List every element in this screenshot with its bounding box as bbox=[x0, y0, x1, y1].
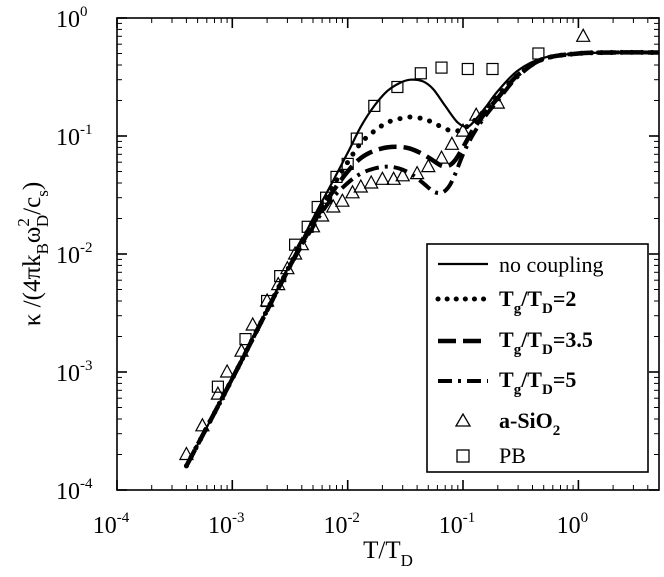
a-sio2-point bbox=[575, 28, 591, 42]
y-axis-title: κ /(4πkBω2D/cs) bbox=[14, 182, 52, 326]
pb-point bbox=[330, 170, 343, 183]
x-axis-title: T/TD bbox=[363, 537, 413, 570]
a-sio2-point bbox=[444, 136, 460, 150]
a-sio2-point bbox=[386, 171, 402, 185]
pb-point bbox=[274, 270, 287, 283]
pb-point bbox=[486, 62, 499, 76]
pb-point bbox=[368, 99, 381, 113]
legend-label-no-coupling: no coupling bbox=[499, 252, 604, 277]
markers-layer bbox=[178, 28, 591, 461]
a-sio2-point bbox=[270, 276, 286, 291]
legend-label-pb: PB bbox=[499, 443, 526, 468]
x-tick-label: 100 bbox=[557, 510, 589, 539]
pb-point bbox=[532, 47, 545, 60]
x-tick-label: 10-3 bbox=[208, 510, 245, 539]
pb-point bbox=[320, 191, 333, 204]
legend: no coupling Tg/TD=2 Tg/TD=3.5 Tg/TD=5 a-… bbox=[426, 243, 649, 473]
y-tick-label: 10-2 bbox=[56, 240, 93, 269]
a-sio2-point bbox=[279, 260, 295, 275]
a-sio2-point bbox=[287, 245, 303, 260]
a-sio2-point bbox=[233, 342, 250, 357]
legend-marker-pb bbox=[456, 449, 470, 463]
pb-point bbox=[391, 80, 404, 94]
a-sio2-point bbox=[334, 192, 350, 207]
pb-point bbox=[239, 333, 252, 346]
y-tick-label: 10-3 bbox=[56, 358, 93, 387]
a-sio2-point bbox=[178, 446, 194, 461]
a-sio2-point bbox=[353, 178, 369, 193]
a-sio2-point bbox=[219, 363, 235, 378]
a-sio2-point bbox=[245, 316, 261, 331]
a-sio2-point bbox=[374, 171, 390, 185]
a-sio2-point bbox=[210, 385, 226, 400]
x-tick-label: 10-4 bbox=[93, 510, 130, 539]
a-sio2-point bbox=[490, 94, 506, 109]
legend-label-a-sio2: a-SiO2 bbox=[499, 408, 560, 439]
a-sio2-point bbox=[433, 149, 450, 164]
legend-marker-a-sio2 bbox=[454, 412, 472, 427]
pb-point bbox=[261, 294, 274, 308]
pb-point bbox=[435, 61, 448, 74]
pb-point bbox=[341, 157, 354, 170]
y-tick-label: 10-1 bbox=[56, 122, 93, 151]
x-tick-label: 10-2 bbox=[323, 510, 360, 539]
a-sio2-point bbox=[314, 207, 330, 222]
tick-labels-layer: 10-4 10-3 10-2 10-1 100 10-4 10-3 10-2 10-1 100 bbox=[56, 4, 588, 539]
pb-point bbox=[461, 62, 474, 76]
pb-point bbox=[350, 132, 363, 145]
legend-box bbox=[426, 243, 649, 473]
legend-label-tg2: Tg/TD=2 bbox=[499, 286, 576, 317]
pb-point bbox=[289, 238, 302, 251]
legend-label-tg5: Tg/TD=5 bbox=[499, 367, 576, 398]
a-sio2-point bbox=[468, 106, 484, 121]
a-sio2-point bbox=[294, 236, 310, 251]
a-sio2-point bbox=[409, 165, 425, 180]
a-sio2-point bbox=[194, 417, 210, 432]
a-sio2-point bbox=[395, 167, 411, 182]
a-sio2-point bbox=[455, 122, 471, 137]
a-sio2-point bbox=[420, 158, 436, 173]
plot-frame bbox=[116, 17, 660, 491]
pb-point bbox=[301, 220, 314, 233]
pb-point bbox=[211, 380, 224, 393]
legend-label-tg35: Tg/TD=3.5 bbox=[499, 327, 593, 358]
pb-point bbox=[414, 67, 427, 80]
pb-point bbox=[311, 200, 324, 214]
x-tick-label: 10-1 bbox=[439, 510, 476, 539]
y-tick-label: 100 bbox=[56, 4, 88, 33]
y-tick-label: 10-4 bbox=[56, 476, 93, 505]
a-sio2-point bbox=[363, 174, 379, 189]
